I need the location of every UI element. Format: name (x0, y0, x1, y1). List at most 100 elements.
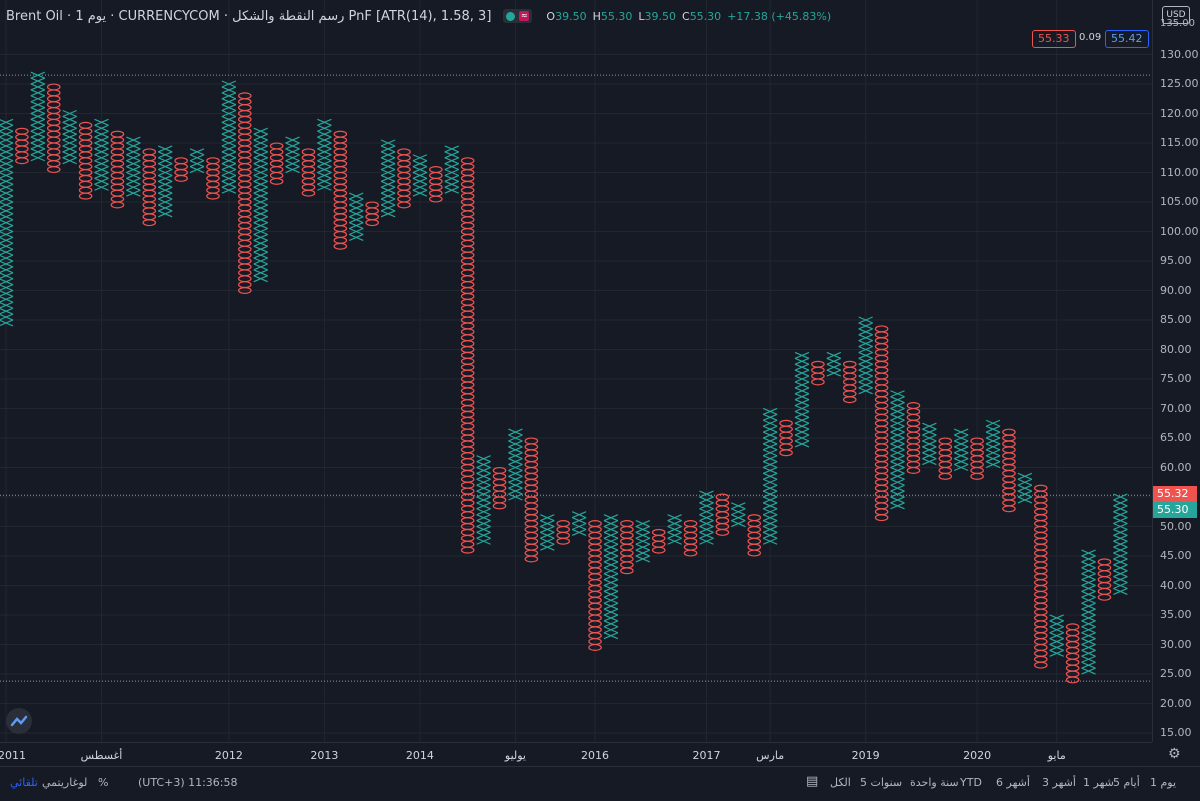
currency-button[interactable]: USD (1162, 6, 1190, 24)
o-box (1034, 549, 1048, 557)
time-axis[interactable]: 2011 أغسطس 2012 2013 2014 يوليو 2016 2017 مارس 20… (0, 742, 1152, 767)
x-box (699, 514, 714, 522)
o-box (492, 484, 507, 492)
x-box (1113, 546, 1128, 554)
o-box (333, 171, 348, 179)
symbol-title[interactable]: Brent Oil · يوم 1 · CURRENCYCOM · رسم ال… (6, 8, 492, 24)
gear-icon[interactable]: ⚙ (1168, 746, 1181, 762)
period-button[interactable]: أشهر 3 (1042, 776, 1076, 789)
percent-scale-button[interactable]: % (98, 776, 109, 789)
period-button[interactable]: أيام 5 (1113, 776, 1140, 789)
timezone-clock[interactable]: (UTC+3) 11:36:58 (138, 776, 238, 789)
x-box (126, 189, 141, 197)
chart-area[interactable] (0, 0, 1152, 742)
sell-price-button[interactable]: 55.33 (1032, 30, 1076, 48)
o-box (874, 478, 889, 486)
o-box (874, 337, 889, 345)
period-button[interactable]: YTD (960, 776, 982, 789)
x-box (858, 375, 873, 383)
o-box (1002, 487, 1016, 495)
x-box (890, 496, 905, 504)
o-box (460, 475, 475, 483)
x-box (0, 189, 14, 197)
o-box (460, 416, 475, 424)
x-box (380, 204, 396, 212)
x-box (30, 118, 46, 126)
o-box (1065, 635, 1080, 643)
x-column (985, 419, 1001, 469)
x-box (30, 136, 46, 144)
period-button[interactable]: شهر 1 (1083, 776, 1114, 789)
o-box (460, 269, 475, 277)
o-box (524, 520, 539, 528)
o-box (620, 555, 634, 563)
o-box (492, 502, 507, 510)
x-box (221, 174, 237, 182)
date-range-icon[interactable]: ▤ (806, 774, 819, 789)
x-box (1113, 505, 1128, 513)
o-box (397, 183, 411, 191)
price-axis[interactable] (1152, 0, 1200, 742)
x-column (508, 428, 523, 501)
x-box (94, 142, 109, 150)
spread-value: 0.09 (1079, 32, 1102, 43)
o-box (1034, 579, 1048, 587)
x-box (476, 502, 491, 510)
period-button[interactable]: سنوات 5 (860, 776, 903, 789)
x-box (922, 434, 937, 442)
o-box (842, 390, 857, 398)
x-box (1113, 570, 1128, 578)
x-box (985, 431, 1001, 439)
log-scale-button[interactable]: لوغاريتمي (42, 776, 88, 789)
x-box (890, 460, 905, 469)
o-column (365, 201, 379, 227)
o-box (206, 163, 220, 171)
x-column (0, 118, 14, 327)
o-box (906, 431, 921, 439)
price-tick-label: 20.00 (1160, 696, 1192, 710)
period-button[interactable]: الكل (830, 776, 851, 789)
o-box (811, 372, 825, 380)
auto-scale-button[interactable]: تلقائي (10, 776, 38, 789)
period-button[interactable]: يوم 1 (1150, 776, 1177, 789)
x-box (0, 201, 14, 209)
x-box (253, 263, 268, 271)
x-box (635, 525, 651, 534)
o-box (938, 466, 953, 474)
x-box (157, 163, 173, 171)
x-box (1017, 472, 1033, 480)
x-box (1049, 632, 1064, 640)
period-button[interactable]: أشهر 6 (996, 776, 1030, 789)
x-box (953, 452, 969, 460)
o-box (492, 490, 507, 498)
o-box (524, 531, 539, 539)
x-box (508, 434, 523, 442)
tradingview-logo-icon[interactable] (6, 708, 32, 734)
x-column (890, 390, 905, 510)
o-box (460, 351, 475, 359)
time-tick-label: 2019 (851, 749, 880, 762)
x-column (62, 109, 77, 165)
o-box (238, 157, 252, 165)
price-tick-label: 110.00 (1160, 165, 1199, 179)
visibility-toggle[interactable]: ≈ (503, 9, 533, 23)
o-box (1097, 564, 1112, 572)
x-column (1017, 472, 1033, 504)
o-box (779, 419, 793, 427)
x-box (667, 537, 682, 545)
o-column (174, 157, 188, 182)
x-box (571, 522, 587, 531)
o-box (110, 177, 125, 185)
buy-price-button[interactable]: 55.42 (1105, 30, 1149, 48)
x-box (1017, 478, 1033, 486)
period-button[interactable]: سنة واحدة (910, 776, 959, 789)
x-box (1017, 490, 1033, 498)
o-box (683, 531, 698, 539)
bottom-toolbar: تلقائي لوغاريتمي % (UTC+3) 11:36:58 ▤ يو… (0, 766, 1200, 801)
o-box (651, 546, 666, 554)
pnf-chart[interactable] (0, 0, 1152, 742)
o-box (779, 437, 793, 445)
o-box (206, 186, 220, 194)
o-box (238, 245, 252, 253)
o-box (1097, 587, 1112, 595)
